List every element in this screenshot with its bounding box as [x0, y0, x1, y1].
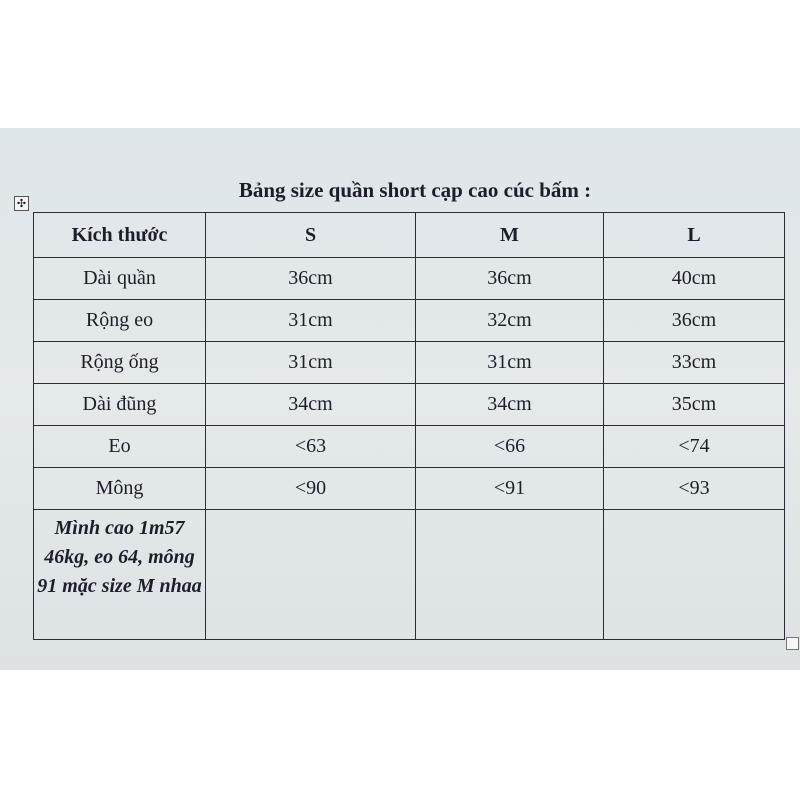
- table-cell: 31cm: [205, 299, 416, 342]
- table-cell: 33cm: [603, 341, 785, 384]
- row-label: Dài đũng: [33, 383, 206, 426]
- table-row: Rộng ống 31cm 31cm 33cm: [33, 341, 785, 384]
- table-row-note: Mình cao 1m57 46kg, eo 64, mông 91 mặc s…: [33, 509, 785, 640]
- table-cell: <66: [415, 425, 604, 468]
- row-label: Mông: [33, 467, 206, 510]
- table-cell: <93: [603, 467, 785, 510]
- table-header-row: Kích thước S M L: [33, 212, 785, 258]
- empty-cell: [205, 509, 416, 640]
- table-row: Mông <90 <91 <93: [33, 467, 785, 510]
- header-cell: M: [415, 212, 604, 258]
- table-cell: 31cm: [205, 341, 416, 384]
- document-title: Bảng size quần short cạp cao cúc bấm :: [238, 178, 592, 202]
- table-cell: 36cm: [415, 257, 604, 300]
- table-row: Rộng eo 31cm 32cm 36cm: [33, 299, 785, 342]
- table-cell: <74: [603, 425, 785, 468]
- table-cell: <90: [205, 467, 416, 510]
- empty-cell: [415, 509, 604, 640]
- table-cell: 34cm: [415, 383, 604, 426]
- header-cell: S: [205, 212, 416, 258]
- row-label: Rộng ống: [33, 341, 206, 384]
- table-cell: 32cm: [415, 299, 604, 342]
- table-row: Dài đũng 34cm 34cm 35cm: [33, 383, 785, 426]
- empty-cell: [603, 509, 785, 640]
- table-cell: 36cm: [205, 257, 416, 300]
- table-cell: 31cm: [415, 341, 604, 384]
- move-arrows-icon[interactable]: ✣: [14, 196, 29, 211]
- table-cell: <91: [415, 467, 604, 510]
- table-cell: <63: [205, 425, 416, 468]
- row-label: Dài quần: [33, 257, 206, 300]
- size-table: Kích thước S M L Dài quần 36cm 36cm 40cm…: [33, 212, 785, 640]
- table-row: Dài quần 36cm 36cm 40cm: [33, 257, 785, 300]
- table-row: Eo <63 <66 <74: [33, 425, 785, 468]
- table-cell: 40cm: [603, 257, 785, 300]
- resize-handle-icon[interactable]: [786, 637, 799, 650]
- header-cell: Kích thước: [33, 212, 206, 258]
- table-cell: 34cm: [205, 383, 416, 426]
- header-cell: L: [603, 212, 785, 258]
- row-label: Eo: [33, 425, 206, 468]
- row-label: Rộng eo: [33, 299, 206, 342]
- table-cell: 35cm: [603, 383, 785, 426]
- note-cell: Mình cao 1m57 46kg, eo 64, mông 91 mặc s…: [33, 509, 206, 640]
- table-cell: 36cm: [603, 299, 785, 342]
